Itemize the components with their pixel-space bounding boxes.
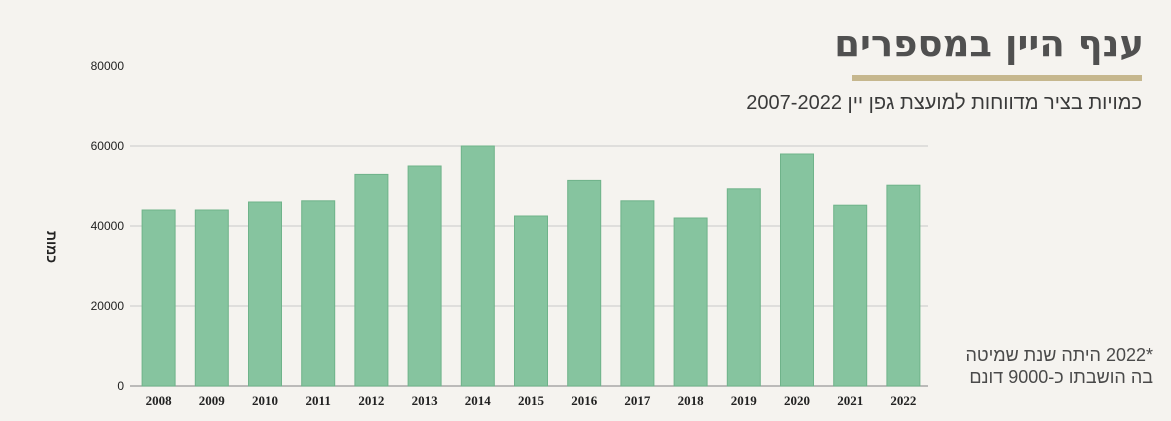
chart-subtitle: כמויות בציר מדווחות למועצת גפן יין 2007-… xyxy=(746,92,1142,114)
bar-2014 xyxy=(460,145,495,387)
title-underline xyxy=(852,75,1142,81)
x-tick-label: 2014 xyxy=(465,393,492,408)
x-tick-label: 2017 xyxy=(624,393,651,408)
y-tick-label: 20000 xyxy=(91,299,125,313)
bar-2012 xyxy=(354,173,389,387)
bar-2015 xyxy=(514,215,548,387)
x-tick-label: 2018 xyxy=(678,393,705,408)
page-title: ענף היין במספרים xyxy=(834,22,1144,65)
footnote-line-1: *2022 היתה שנת שמיטה xyxy=(965,345,1153,365)
x-tick-label: 2013 xyxy=(412,393,439,408)
x-tick-label: 2021 xyxy=(837,393,863,408)
bar-2021 xyxy=(833,204,868,387)
y-axis-title: כמות xyxy=(44,231,60,263)
y-tick-label: 80000 xyxy=(91,59,125,73)
y-axis-ticks: 0 20000 40000 60000 80000 xyxy=(91,59,125,393)
x-tick-label: 2008 xyxy=(146,393,173,408)
y-tick-label: 40000 xyxy=(91,219,125,233)
x-tick-label: 2015 xyxy=(518,393,545,408)
x-tick-label: 2011 xyxy=(306,393,331,408)
bar-2008 xyxy=(141,209,176,387)
x-axis-ticks: 2008 2009 2010 2011 2012 2013 2014 2015 2016 2017… xyxy=(146,393,917,408)
x-tick-label: 2022 xyxy=(890,393,916,408)
x-tick-label: 2012 xyxy=(358,393,384,408)
bar-2022 xyxy=(886,184,921,387)
bars xyxy=(141,145,921,387)
bar-2009 xyxy=(194,209,229,387)
footnote: *2022 היתה שנת שמיטה בה הושבתו כ-9000 דו… xyxy=(965,344,1153,388)
bar-2010 xyxy=(248,201,282,387)
bar-2018 xyxy=(673,217,708,387)
x-tick-label: 2010 xyxy=(252,393,278,408)
x-tick-label: 2020 xyxy=(784,393,810,408)
x-tick-label: 2009 xyxy=(199,393,226,408)
bar-2017 xyxy=(620,200,655,387)
bar-2016 xyxy=(567,179,602,387)
bar-2020 xyxy=(780,153,814,387)
x-tick-label: 2016 xyxy=(571,393,598,408)
y-tick-label: 0 xyxy=(117,379,124,393)
bar-2011 xyxy=(301,200,336,387)
bar-2019 xyxy=(726,188,761,387)
footnote-line-2: בה הושבתו כ-9000 דונם xyxy=(969,367,1153,387)
y-tick-label: 60000 xyxy=(91,139,125,153)
x-tick-label: 2019 xyxy=(731,393,758,408)
bar-2013 xyxy=(407,165,442,387)
